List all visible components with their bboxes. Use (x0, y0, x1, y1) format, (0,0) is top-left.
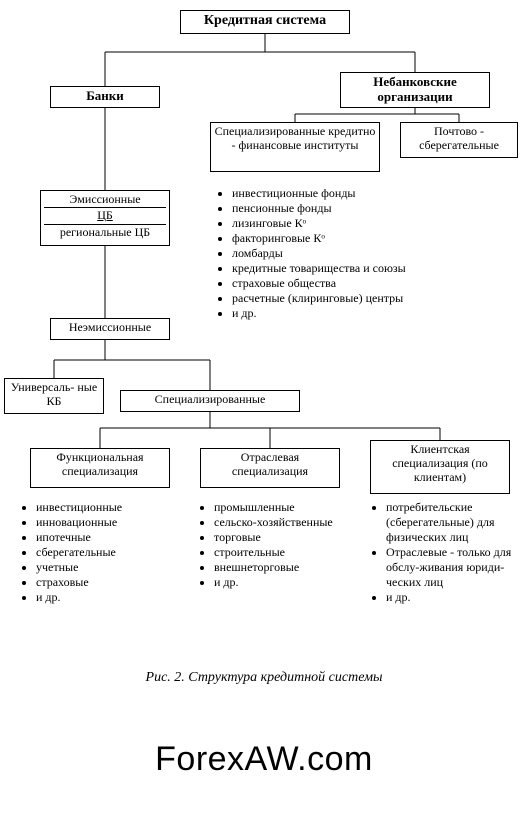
list-item: сельско-хозяйственные (214, 515, 358, 530)
list-item: промышленные (214, 500, 358, 515)
node-client-spec: Клиентская специализация (по клиентам) (370, 440, 510, 494)
list-item: и др. (36, 590, 180, 605)
node-func-spec-label: Функциональная специализация (56, 450, 143, 478)
watermark-text: ForexAW.com (155, 740, 373, 778)
list-item: лизинговые Кᵒ (232, 216, 416, 231)
list-client: потребительские (сберегательные) для физ… (370, 500, 528, 605)
list-item: страховые (36, 575, 180, 590)
node-branch-spec: Отраслевая специализация (200, 448, 340, 488)
list-item: строительные (214, 545, 358, 560)
node-branch-spec-label: Отраслевая специализация (232, 450, 308, 478)
node-universal-label: Универсаль- ные КБ (11, 380, 97, 408)
node-specialized-label: Специализированные (155, 392, 266, 406)
node-nonemission-label: Неэмиссионные (69, 320, 151, 334)
node-emission-row3: региональные ЦБ (44, 224, 166, 241)
list-item: инвестиционные фонды (232, 186, 416, 201)
list-item: кредитные товарищества и союзы (232, 261, 416, 276)
node-nonbank-label: Небанковские организации (373, 74, 457, 104)
node-emission-label: Эмиссионные (44, 193, 166, 207)
node-func-spec: Функциональная специализация (30, 448, 170, 488)
node-specialized: Специализированные (120, 390, 300, 412)
node-spec-fin-label: Специализированные кредитно - финансовые… (215, 124, 376, 152)
figure-caption-text: Рис. 2. Структура кредитной системы (146, 670, 383, 685)
list-item: учетные (36, 560, 180, 575)
node-client-spec-label: Клиентская специализация (по клиентам) (392, 442, 488, 484)
list-item: ломбарды (232, 246, 416, 261)
node-banks: Банки (50, 86, 160, 108)
watermark: ForexAW.com (0, 740, 528, 779)
list-item: и др. (232, 306, 416, 321)
node-universal: Универсаль- ные КБ (4, 378, 104, 414)
list-item: инновационные (36, 515, 180, 530)
list-item: пенсионные фонды (232, 201, 416, 216)
list-item: и др. (386, 590, 528, 605)
node-nonbank: Небанковские организации (340, 72, 490, 108)
node-emission: Эмиссионные ЦБ региональные ЦБ (40, 190, 170, 246)
node-emission-row2: ЦБ (44, 207, 166, 224)
node-nonemission: Неэмиссионные (50, 318, 170, 340)
node-root-label: Кредитная система (204, 13, 326, 28)
list-item: ипотечные (36, 530, 180, 545)
list-item: факторинговые Кᵒ (232, 231, 416, 246)
list-item: торговые (214, 530, 358, 545)
list-func: инвестиционныеинновационныеипотечныесбер… (20, 500, 180, 605)
node-banks-label: Банки (86, 88, 124, 103)
node-postal: Почтово - сберегательные (400, 122, 518, 158)
list-item: сберегательные (36, 545, 180, 560)
list-item: внешнеторговые (214, 560, 358, 575)
node-postal-label: Почтово - сберегательные (419, 124, 499, 152)
list-item: потребительские (сберегательные) для физ… (386, 500, 528, 545)
list-item: и др. (214, 575, 358, 590)
list-branch: промышленныесельско-хозяйственныеторговы… (198, 500, 358, 590)
figure-caption: Рис. 2. Структура кредитной системы (0, 670, 528, 686)
node-root: Кредитная система (180, 10, 350, 34)
node-spec-fin: Специализированные кредитно - финансовые… (210, 122, 380, 172)
diagram-stage: { "type": "flowchart", "canvas": { "widt… (0, 0, 528, 831)
list-item: Отраслевые - только для обслу-живания юр… (386, 545, 528, 590)
list-spec-fin: инвестиционные фондыпенсионные фондылизи… (216, 186, 416, 321)
list-item: расчетные (клиринговые) центры (232, 291, 416, 306)
list-item: инвестиционные (36, 500, 180, 515)
list-item: страховые общества (232, 276, 416, 291)
